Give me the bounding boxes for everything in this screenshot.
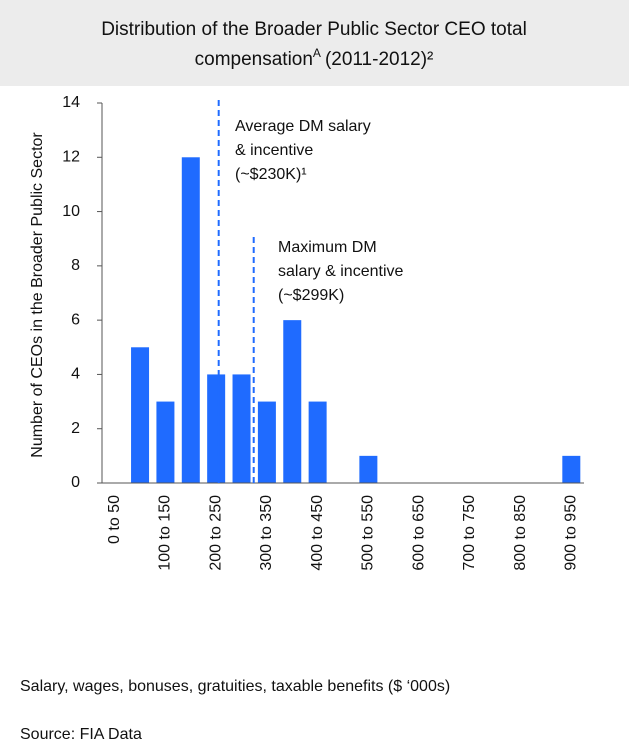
title-note: A: [313, 46, 321, 60]
source: Source: FIA Data: [20, 726, 142, 743]
x-tick-label: 200 to 250: [207, 495, 224, 571]
title-band: [0, 0, 629, 86]
y-tick-label: 2: [71, 420, 80, 437]
y-tick-label: 6: [71, 311, 80, 328]
bar: [308, 401, 327, 483]
y-tick-label: 4: [71, 366, 80, 383]
x-tick-label: 600 to 650: [410, 495, 427, 571]
x-tick-label: 500 to 550: [360, 495, 377, 571]
x-tick-label: 100 to 150: [157, 495, 174, 571]
x-tick-label: 0 to 50: [106, 495, 123, 544]
reference-label: (~$230K)¹: [235, 166, 307, 183]
chart-title: Distribution of the Broader Public Secto…: [101, 19, 527, 40]
y-tick-label: 14: [62, 94, 80, 111]
chart-title-line2: compensationA (2011-2012)²: [195, 46, 434, 70]
x-axis-label: Salary, wages, bonuses, gratuities, taxa…: [20, 678, 450, 695]
y-tick-label: 10: [62, 203, 80, 220]
reference-label: Average DM salary: [235, 118, 371, 135]
bar: [257, 401, 276, 483]
reference-label: Maximum DM: [278, 239, 377, 256]
y-axis-label: Number of CEOs in the Broader Public Sec…: [29, 132, 46, 458]
bar: [156, 401, 175, 483]
x-tick-label: 300 to 350: [258, 495, 275, 571]
x-tick-label: 800 to 850: [512, 495, 529, 571]
reference-label: (~$299K): [278, 287, 344, 304]
y-tick-label: 12: [62, 149, 80, 166]
title-part: compensation: [195, 49, 313, 70]
bar: [181, 157, 200, 484]
bar: [207, 374, 226, 483]
title-years: (2011-2012)²: [325, 49, 433, 70]
bar: [131, 347, 150, 483]
x-tick-label: 400 to 450: [309, 495, 326, 571]
bar: [232, 374, 251, 483]
x-tick-label: 900 to 950: [563, 495, 580, 571]
reference-label: salary & incentive: [278, 263, 403, 280]
y-tick-label: 0: [71, 474, 80, 491]
bar: [283, 320, 302, 483]
y-tick-label: 8: [71, 257, 80, 274]
bar: [562, 455, 581, 483]
reference-label: & incentive: [235, 142, 313, 159]
x-tick-label: 700 to 750: [461, 495, 478, 571]
bar: [359, 455, 378, 483]
